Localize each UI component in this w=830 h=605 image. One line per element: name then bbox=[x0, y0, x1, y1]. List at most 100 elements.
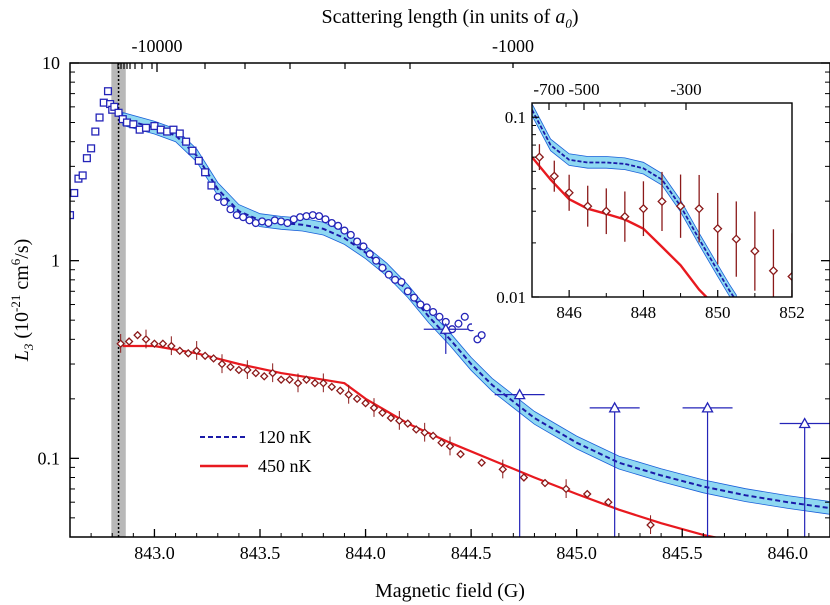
data-point-1-17 bbox=[321, 215, 330, 224]
data-point-1-2 bbox=[226, 205, 235, 214]
inset-data-point-8 bbox=[675, 201, 686, 211]
inset-data-point-2 bbox=[564, 188, 574, 198]
data-point-0-3 bbox=[78, 171, 87, 180]
main-plot-area bbox=[70, 63, 830, 537]
data-point-2-8 bbox=[183, 348, 193, 358]
theory-curve-1 bbox=[122, 344, 719, 537]
data-point-2-15 bbox=[243, 365, 252, 375]
inset-top-tick-label-1: -500 bbox=[568, 80, 599, 99]
data-point-2-45 bbox=[561, 484, 571, 494]
data-point-1-23 bbox=[359, 242, 368, 251]
inset-data-point-6 bbox=[638, 203, 649, 214]
data-point-1-18 bbox=[327, 218, 336, 228]
inset-data-point-5 bbox=[620, 211, 630, 222]
data-point-1-27 bbox=[384, 270, 393, 279]
data-point-2-12 bbox=[217, 359, 227, 369]
inset-y-tick-label-1: 0.1 bbox=[505, 108, 526, 127]
y-axis-title-text: (10 bbox=[11, 312, 33, 344]
data-point-2-48 bbox=[646, 520, 655, 530]
data-point-2-18 bbox=[268, 368, 277, 378]
data-point-1-38 bbox=[454, 319, 463, 328]
top-axis-title: Scattering length (in units of a0) bbox=[321, 6, 578, 31]
data-point-1-25 bbox=[372, 256, 381, 265]
data-point-0-26 bbox=[194, 156, 203, 165]
data-point-1-21 bbox=[346, 230, 355, 239]
data-point-3-1 bbox=[513, 388, 526, 400]
main-chart: 843.0 843.5 844.0 844.5 845.0 845.5 846.0 0.1 1 1… bbox=[8, 6, 830, 602]
data-point-2-13 bbox=[226, 362, 235, 372]
data-point-2-46 bbox=[582, 489, 592, 499]
inset-data-point-9 bbox=[694, 203, 704, 214]
data-point-2-41 bbox=[477, 458, 486, 468]
data-point-2-19 bbox=[276, 375, 286, 384]
data-point-2-23 bbox=[310, 378, 320, 388]
inset-y-tick-label-0: 0.01 bbox=[496, 288, 526, 307]
y-tick-label-1: 1 bbox=[51, 251, 60, 271]
legend-label-0: 120 nK bbox=[258, 427, 312, 447]
data-point-3-4 bbox=[798, 417, 811, 429]
data-point-3-2 bbox=[608, 401, 621, 413]
data-point-2-21 bbox=[293, 378, 303, 388]
data-point-1-30 bbox=[403, 287, 412, 296]
inset-data-point-12 bbox=[750, 246, 760, 256]
data-point-2-36 bbox=[420, 428, 429, 437]
data-point-0-16 bbox=[129, 120, 138, 129]
y-axis-title-exp2: 6 bbox=[8, 258, 23, 265]
data-point-2-3 bbox=[141, 335, 151, 344]
data-point-2-14 bbox=[234, 365, 244, 375]
data-point-0-27 bbox=[201, 168, 210, 177]
data-point-2-0 bbox=[116, 339, 125, 349]
data-point-0-7 bbox=[95, 113, 104, 122]
inset-data-point-7 bbox=[657, 196, 667, 207]
x-tick-label-0: 843.0 bbox=[134, 543, 175, 563]
data-point-1-14 bbox=[302, 212, 311, 221]
data-point-2-32 bbox=[386, 413, 396, 423]
data-point-1-15 bbox=[308, 211, 317, 220]
top-tick-label-0: -10000 bbox=[132, 36, 183, 56]
top-tick-label-1: -1000 bbox=[492, 36, 534, 56]
data-point-0-1 bbox=[70, 188, 79, 198]
x-tick-label-4: 845.0 bbox=[556, 543, 597, 563]
data-point-1-33 bbox=[422, 303, 431, 312]
data-point-2-17 bbox=[259, 371, 269, 381]
data-point-0-12 bbox=[110, 102, 119, 111]
data-point-1-39 bbox=[460, 312, 469, 321]
inset-data-point-4 bbox=[601, 206, 612, 216]
data-point-2-26 bbox=[335, 386, 345, 395]
inset-data-point-1 bbox=[549, 171, 560, 181]
top-axis-title-subscript: 0 bbox=[565, 16, 572, 31]
data-point-0-0 bbox=[70, 211, 75, 220]
inset-theory-curve-0 bbox=[532, 109, 735, 297]
data-point-2-29 bbox=[361, 398, 370, 408]
data-point-2-24 bbox=[319, 378, 328, 388]
data-point-2-30 bbox=[369, 403, 379, 413]
data-point-1-19 bbox=[334, 221, 343, 230]
data-point-0-5 bbox=[87, 144, 96, 153]
y-axis-title-subscript: 3 bbox=[21, 343, 36, 351]
x-tick-label-3: 844.5 bbox=[451, 543, 492, 563]
inset-x-tick-label-0: 846 bbox=[556, 303, 582, 322]
data-point-1-11 bbox=[283, 218, 292, 228]
y-axis-title-unit: cm bbox=[11, 265, 33, 295]
data-point-2-9 bbox=[192, 346, 201, 356]
data-point-2-38 bbox=[437, 438, 446, 448]
inset-data-point-3 bbox=[582, 201, 593, 211]
data-point-2-20 bbox=[285, 375, 294, 384]
top-axis-title-text: Scattering length (in units of bbox=[321, 6, 555, 28]
data-point-0-6 bbox=[91, 127, 100, 136]
inset-top-tick-label-2: -300 bbox=[670, 80, 701, 99]
data-point-2-16 bbox=[251, 368, 261, 378]
inset-frame bbox=[531, 102, 793, 298]
data-point-0-18 bbox=[141, 123, 151, 132]
data-point-2-28 bbox=[352, 394, 362, 404]
x-tick-label-2: 844.0 bbox=[345, 543, 386, 563]
data-point-1-20 bbox=[340, 226, 349, 235]
top-axis-title-symbol: a bbox=[555, 6, 565, 28]
data-point-0-9 bbox=[103, 87, 113, 96]
data-point-2-34 bbox=[403, 419, 413, 428]
data-point-2-33 bbox=[395, 416, 404, 426]
data-point-0-13 bbox=[114, 108, 123, 117]
data-point-0-25 bbox=[188, 146, 197, 155]
top-axis-title-end: ) bbox=[572, 6, 579, 28]
inset-plot-area bbox=[532, 103, 792, 297]
